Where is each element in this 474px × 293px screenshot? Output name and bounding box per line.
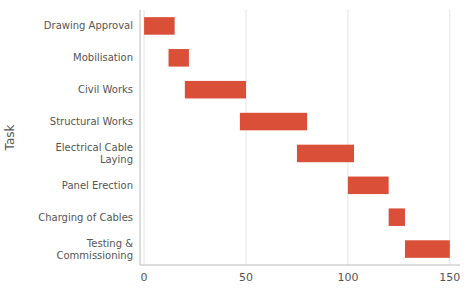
bars: [144, 17, 450, 258]
bar: [185, 81, 246, 99]
x-tick-label: 50: [239, 271, 253, 284]
y-axis-line: [140, 10, 141, 265]
bar: [144, 17, 175, 35]
bar: [348, 177, 389, 195]
y-tick-label: Structural Works: [50, 116, 133, 127]
grid-line: [245, 10, 246, 265]
y-tick-label: Mobilisation: [73, 52, 133, 63]
chart-container: 0 50 100 150 Drawing Approval Mobilisation Civ…: [0, 0, 474, 293]
x-axis: 0 50 100 150: [141, 271, 461, 284]
grid: [144, 10, 450, 265]
y-axis-label: Task: [3, 125, 17, 152]
y-tick-label: Drawing Approval: [44, 20, 133, 31]
y-tick-label: Testing &Commissioning: [57, 238, 134, 261]
bar: [240, 113, 307, 131]
x-axis-line: [140, 265, 460, 266]
bar: [297, 145, 354, 163]
bar: [169, 49, 189, 67]
grid-line: [449, 10, 450, 265]
bar: [405, 240, 450, 258]
y-axis: Drawing Approval Mobilisation Civil Works S…: [38, 20, 133, 260]
grid-line: [347, 10, 348, 265]
grid-line: [144, 10, 145, 265]
x-tick-label: 150: [439, 271, 460, 284]
x-tick-label: 100: [337, 271, 358, 284]
y-tick-label: Charging of Cables: [38, 212, 133, 223]
bar: [389, 208, 405, 226]
y-tick-label: Panel Erection: [62, 180, 133, 191]
x-tick-label: 0: [141, 271, 148, 284]
y-tick-label: Electrical CableLaying: [55, 142, 133, 165]
chart-svg: 0 50 100 150 Drawing Approval Mobilisation Civ…: [0, 0, 474, 293]
y-tick-label: Civil Works: [78, 84, 133, 95]
